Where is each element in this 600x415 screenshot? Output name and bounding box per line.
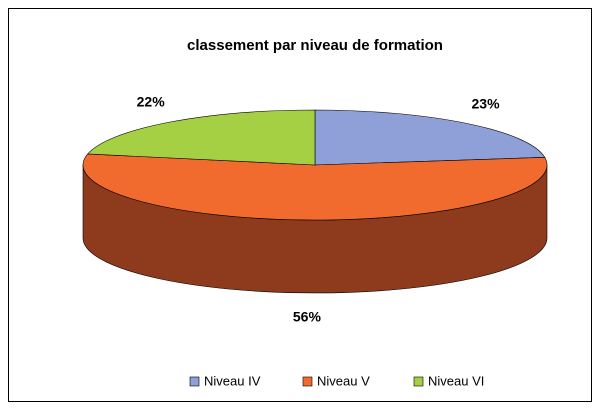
legend-label: Niveau IV [204,373,261,388]
legend-label: Niveau VI [428,373,484,388]
data-label: 22% [137,94,166,110]
data-label: 23% [472,95,501,111]
pie-slice [314,109,546,166]
pie-slice [87,109,316,166]
data-label: 56% [293,309,322,325]
legend-swatch [413,376,424,387]
legend-swatch [189,376,200,387]
chart-title: classement par niveau de formation [187,37,443,54]
legend-swatch [302,376,313,387]
pie-slice [82,153,548,221]
legend-label: Niveau V [317,373,370,388]
